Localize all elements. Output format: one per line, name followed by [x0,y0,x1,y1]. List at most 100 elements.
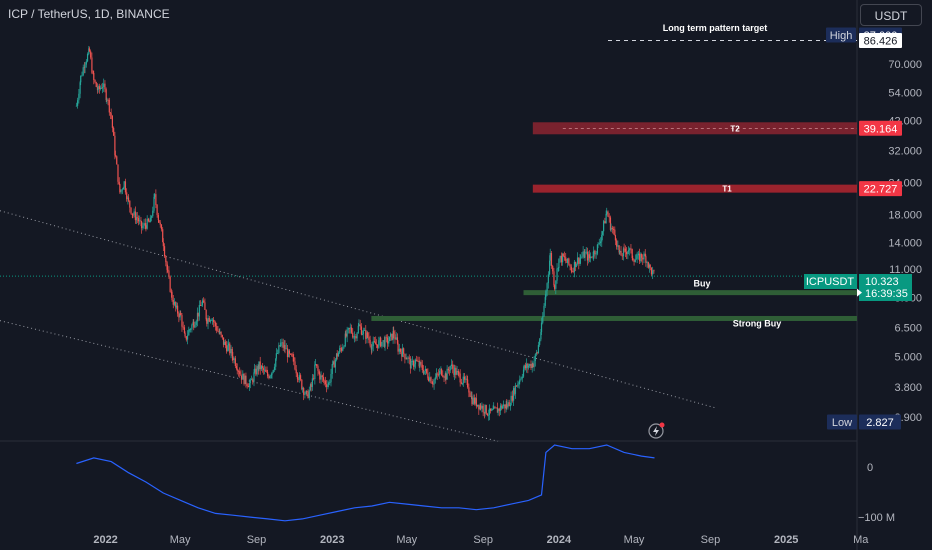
candle [494,406,496,408]
candle [422,369,425,374]
candle [318,370,320,374]
candle [408,357,410,359]
candle [442,375,444,377]
candle [453,367,456,376]
symbol-tag[interactable]: ICPUSDT [804,274,857,289]
candle [286,348,289,358]
candle [553,271,555,286]
candle [107,99,109,101]
t1-value-tag[interactable]: 22.727 [859,181,902,197]
t1-zone[interactable] [532,184,857,193]
candle [498,408,500,411]
candle [465,378,467,380]
candle [260,366,263,370]
candle [596,244,599,254]
countdown-value: 16:39:35 [865,288,908,300]
target-value-tag[interactable]: 86.426 [859,32,902,48]
candle [227,343,230,346]
candle [152,210,154,217]
candle [224,341,227,346]
candle [227,345,229,352]
candle [620,250,622,256]
candle [440,368,442,371]
candle [180,312,182,316]
candle [395,337,397,340]
candle [96,86,99,91]
buy-zone[interactable] [523,290,857,296]
candle [163,246,166,257]
candle [409,358,412,369]
candle [544,297,546,306]
candle [473,397,476,404]
candle [437,374,440,376]
candle [416,359,418,361]
candle [296,373,299,379]
channel-lower-line[interactable] [0,320,499,442]
candle [124,181,127,193]
t2-value-tag[interactable]: 39.164 [859,120,902,136]
candle [85,61,87,65]
volume-indicator-line[interactable] [76,444,655,522]
candle [283,344,286,348]
candle [146,218,148,229]
candle [177,305,179,314]
candle [249,383,251,388]
candle [103,83,105,88]
candle [388,341,390,344]
candle [272,369,274,373]
candle [404,353,406,359]
candle [281,342,283,344]
currency-button[interactable]: USDT [860,4,922,26]
candle [501,405,503,409]
candle [390,333,392,337]
candle [262,368,264,371]
lightning-icon[interactable] [648,422,665,439]
candle [79,82,81,94]
candle [257,366,259,370]
candle [639,253,641,262]
low-label[interactable]: Low [827,414,857,430]
candle [584,252,586,258]
candle [631,249,633,259]
candle [308,390,310,398]
candle [290,353,292,355]
candle [595,253,597,255]
candle [310,384,312,387]
high-label[interactable]: High [826,27,856,43]
candle [571,270,573,272]
candle [642,257,644,260]
candle [329,382,331,384]
candle [621,255,623,257]
candle [140,221,143,229]
candle [155,194,157,205]
candle [340,348,342,349]
low-value-tag[interactable]: 2.827 [859,414,901,430]
candle [424,369,426,371]
candle [450,364,453,366]
candle [294,361,296,370]
candle [143,223,145,227]
candle [149,221,151,223]
candle [427,372,429,379]
candle [593,250,595,257]
low-value-tag-bg [859,414,901,430]
candle [578,257,580,264]
strong-buy-zone[interactable] [371,315,857,321]
candle [278,345,280,353]
candle [434,377,436,380]
volume-low-label: −100 M [858,512,895,524]
candle [535,352,538,355]
candle [470,396,472,397]
candle [219,331,221,334]
x-tick-label: Sep [701,534,721,546]
candle [86,53,89,62]
candle [255,368,257,375]
candle [478,404,480,410]
candle [504,404,506,409]
candle [221,334,223,338]
candle [181,315,183,327]
candle [344,333,346,347]
candle [458,372,460,374]
